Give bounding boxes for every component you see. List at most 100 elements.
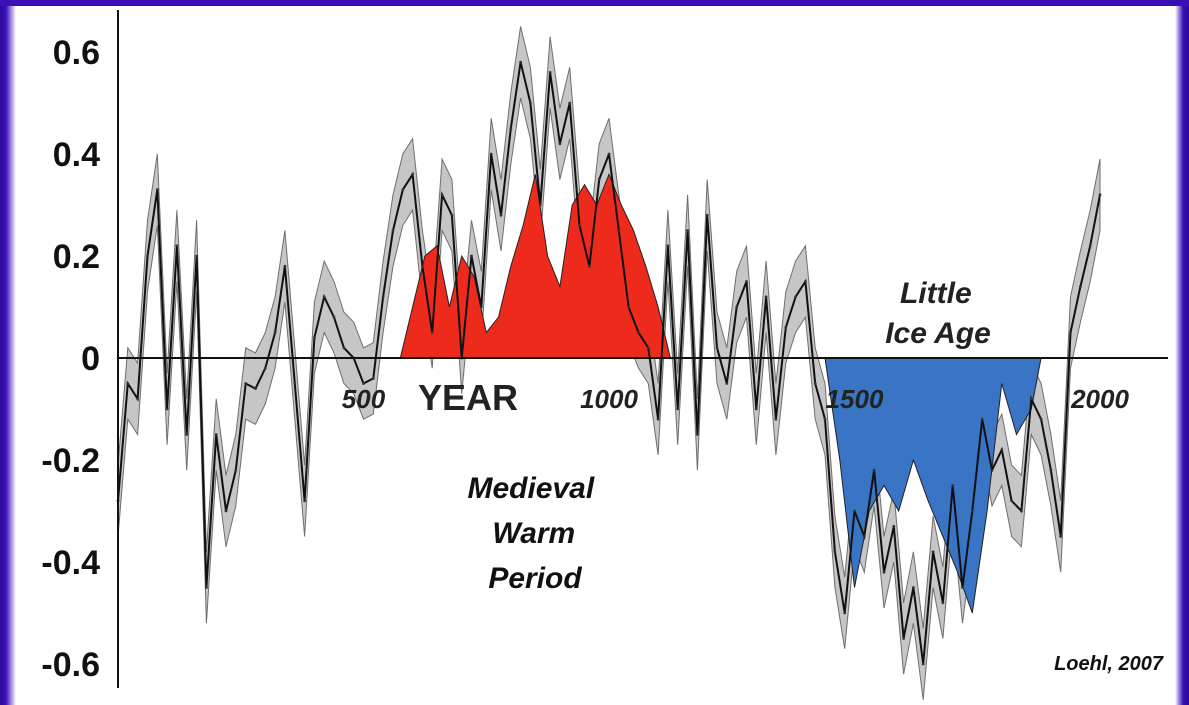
series-point — [774, 417, 778, 421]
series-point — [165, 407, 169, 411]
series-point — [155, 188, 159, 192]
series-point — [961, 586, 964, 589]
y-tick-label: -0.6 — [41, 646, 100, 684]
series-point — [332, 315, 336, 319]
series-point — [1029, 397, 1033, 401]
series-point — [686, 229, 689, 232]
series-point — [1098, 193, 1102, 197]
series-point — [1069, 331, 1072, 334]
series-point — [293, 382, 297, 385]
series-point — [696, 433, 699, 436]
series-point — [813, 382, 817, 385]
series-point — [951, 484, 955, 487]
series-point — [843, 611, 847, 615]
little-ice-age-label: Little Ice Age — [885, 277, 991, 350]
series-point — [244, 382, 248, 385]
series-point — [1088, 244, 1092, 248]
series-point — [970, 509, 974, 513]
series-point — [853, 509, 856, 513]
series-point — [214, 433, 218, 436]
series-point — [627, 305, 630, 309]
little-ice-age-line-1: Little — [900, 277, 972, 310]
series-point — [735, 305, 739, 309]
y-tick-label: -0.4 — [41, 544, 100, 582]
series-point — [342, 346, 346, 350]
series-point — [401, 188, 405, 192]
series-point — [470, 254, 473, 258]
series-point — [764, 295, 768, 299]
series-point — [568, 101, 572, 105]
little-ice-age-line-2: Ice Age — [885, 317, 991, 350]
series-point — [921, 662, 925, 666]
series-point — [882, 570, 886, 574]
series-point — [784, 326, 788, 329]
series-point — [833, 550, 837, 554]
series-point — [1020, 509, 1023, 513]
series-point — [440, 193, 444, 197]
series-point — [263, 366, 267, 370]
series-point — [479, 305, 483, 309]
x-axis-label: YEAR — [418, 377, 518, 418]
series-point — [637, 331, 640, 334]
series-point — [617, 229, 621, 232]
medieval-warm-period-line-1: Medieval — [467, 472, 594, 505]
series-point — [980, 417, 984, 421]
series-point — [588, 264, 591, 268]
series-point — [715, 346, 719, 350]
series-point — [489, 152, 493, 156]
series-lines — [116, 60, 1102, 666]
series-point — [597, 178, 601, 181]
series-point — [912, 586, 915, 589]
series-point — [283, 264, 287, 268]
series-point — [548, 71, 552, 74]
series-point — [892, 524, 896, 528]
series-point — [558, 142, 562, 146]
y-tick-label: 0 — [81, 340, 100, 378]
series-point — [656, 417, 660, 421]
series-point — [705, 213, 709, 217]
series-point — [646, 346, 650, 350]
series-point — [430, 331, 434, 334]
series-point — [607, 152, 611, 156]
series-point — [322, 295, 326, 299]
series-point — [676, 407, 680, 411]
series-point — [1000, 448, 1004, 452]
series-point — [519, 60, 522, 64]
series-point — [725, 382, 729, 385]
series-point — [1079, 285, 1082, 288]
series-point — [205, 586, 208, 589]
highlight-regions — [399, 173, 1042, 614]
series-point — [303, 499, 306, 503]
series-point — [823, 417, 827, 421]
series-point — [126, 382, 130, 385]
y-tick-label: 0.6 — [53, 34, 100, 72]
x-tick-label: 2000 — [1070, 384, 1129, 414]
series-point — [371, 377, 375, 380]
source-credit: Loehl, 2007 — [1054, 653, 1164, 675]
series-point — [146, 254, 149, 258]
series-point — [391, 229, 395, 232]
y-tick-label: 0.4 — [53, 136, 100, 174]
y-tick-label: 0.2 — [53, 238, 100, 276]
series-point — [902, 637, 905, 640]
x-tick-label: 500 — [342, 384, 386, 414]
series-point — [1059, 535, 1063, 538]
series-point — [804, 280, 807, 283]
series-point — [421, 264, 424, 268]
medieval-warm-period-line-3: Period — [488, 562, 582, 595]
x-tick-label: 1500 — [826, 384, 884, 414]
series-point — [872, 468, 876, 472]
series-point — [666, 244, 670, 248]
series-point — [175, 244, 179, 248]
series-point — [1049, 468, 1053, 472]
series-point — [862, 535, 866, 538]
series-point — [745, 280, 748, 283]
series-point — [578, 224, 581, 227]
series-point — [195, 254, 199, 258]
series-point — [136, 397, 140, 401]
x-tick-label: 1000 — [580, 384, 638, 414]
series-point — [941, 601, 945, 605]
series-point — [1039, 417, 1043, 421]
